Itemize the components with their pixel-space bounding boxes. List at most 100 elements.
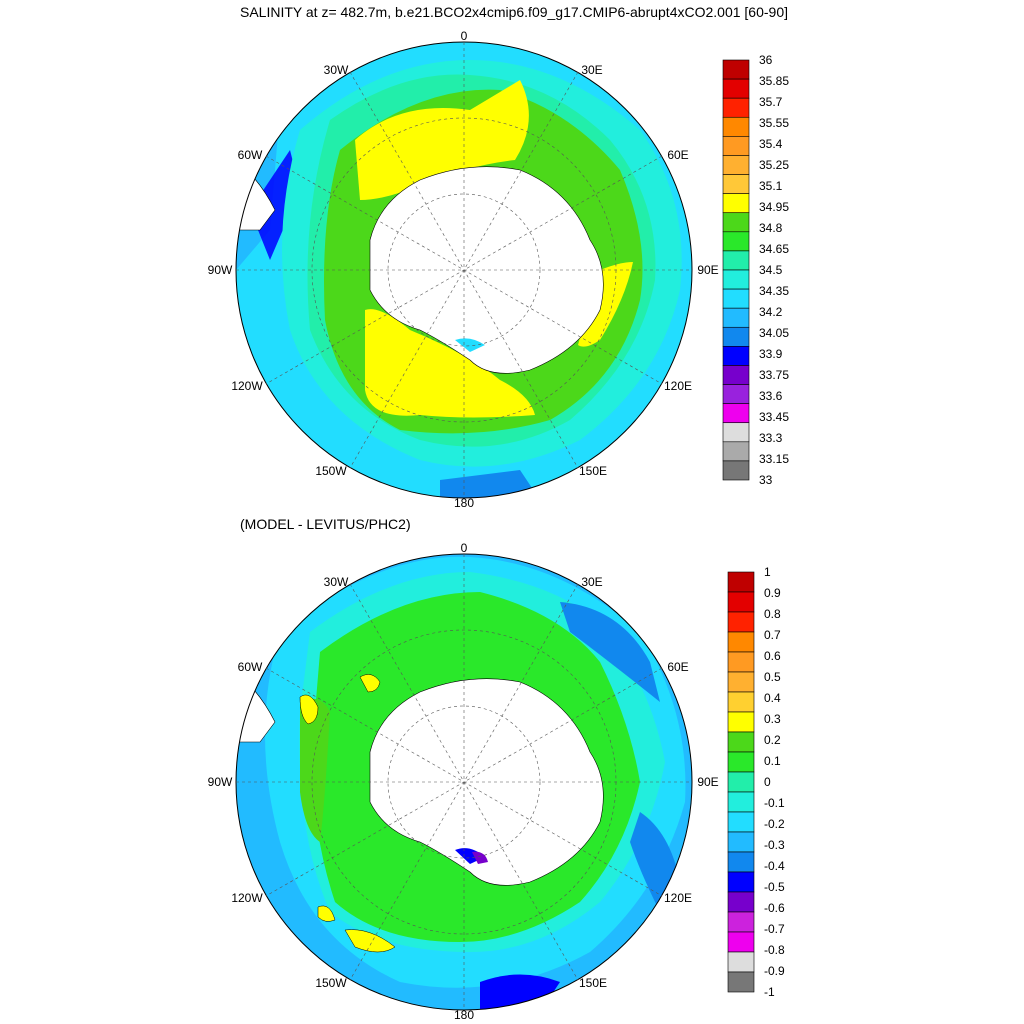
colorbar-swatch xyxy=(722,212,750,233)
lon-label: 0 xyxy=(461,541,468,555)
colorbar-label: 34.2 xyxy=(759,305,783,319)
colorbar-label: 33 xyxy=(759,473,773,487)
yellow-region-weddell xyxy=(355,80,529,200)
bottom-map-title: (MODEL - LEVITUS/PHC2) xyxy=(240,516,411,532)
colorbar-swatch xyxy=(722,193,750,214)
colorbar-label: 34.5 xyxy=(759,263,783,277)
colorbar-label: 0.3 xyxy=(764,712,781,726)
colorbar-swatch xyxy=(722,250,750,271)
colorbar-swatch xyxy=(727,851,755,873)
colorbar-swatch xyxy=(727,931,755,953)
very-low-salinity-patch xyxy=(250,150,300,260)
colorbar-swatch xyxy=(727,731,755,753)
colorbar-label: 34.95 xyxy=(759,200,789,214)
colorbar-label: 35.25 xyxy=(759,158,789,172)
colorbar-label: 35.4 xyxy=(759,137,783,151)
lon-label: 150E xyxy=(579,464,607,478)
negative-anomaly-patch-south xyxy=(480,974,560,1010)
colorbar-label: 33.75 xyxy=(759,368,789,382)
colorbar-label: 0.7 xyxy=(764,628,781,642)
colorbar-swatch xyxy=(727,831,755,853)
colorbar-swatch xyxy=(727,771,755,793)
colorbar-swatch xyxy=(722,78,750,99)
negative-anomaly-patch-east xyxy=(560,602,660,702)
lon-label: 180 xyxy=(454,496,474,510)
colorbar-swatch xyxy=(727,871,755,893)
coastal-cyan-patch xyxy=(455,338,485,352)
colorbar-label: 33.9 xyxy=(759,347,783,361)
colorbar-label: 33.6 xyxy=(759,389,783,403)
colorbar-swatch xyxy=(727,651,755,673)
colorbar-label: -0.7 xyxy=(764,922,785,936)
positive-anomaly-patch xyxy=(359,674,381,693)
lon-label: 120E xyxy=(664,891,692,905)
colorbar-swatch xyxy=(722,460,750,481)
colorbar-swatch xyxy=(727,671,755,693)
colorbar-swatch xyxy=(727,751,755,773)
colorbar-label: -0.1 xyxy=(764,796,785,810)
colorbar-label: 33.3 xyxy=(759,431,783,445)
colorbar-swatch xyxy=(727,791,755,813)
graticule xyxy=(236,554,692,1010)
colorbar-label: 34.65 xyxy=(759,242,789,256)
colorbar-label: 0.5 xyxy=(764,670,781,684)
lon-label: 120W xyxy=(231,891,263,905)
colorbar-label: 0.1 xyxy=(764,754,781,768)
colorbar-label: -0.8 xyxy=(764,943,785,957)
colorbar-label: -0.2 xyxy=(764,817,785,831)
colorbar-label: 35.55 xyxy=(759,116,789,130)
colorbar-label: 0.9 xyxy=(764,586,781,600)
colorbar-swatch xyxy=(722,326,750,347)
colorbar-label: -0.9 xyxy=(764,964,785,978)
lon-label: 90E xyxy=(697,775,718,789)
colorbar-swatch xyxy=(727,611,755,633)
colorbar-swatch xyxy=(727,631,755,653)
colorbar-swatch xyxy=(727,971,755,993)
coastal-strong-negative-patch xyxy=(472,851,488,864)
colorbar-label: 34.35 xyxy=(759,284,789,298)
colorbar-swatch xyxy=(722,231,750,252)
colorbar-label: 35.7 xyxy=(759,95,783,109)
colorbar-label: -0.3 xyxy=(764,838,785,852)
colorbar-label: 0.8 xyxy=(764,607,781,621)
colorbar-swatch xyxy=(722,403,750,424)
lon-label: 30W xyxy=(324,63,349,77)
salinity-colorbar: 36 35.85 35.7 35.55 35.4 35.25 35.1 34.95 34.8 34… xyxy=(722,53,789,487)
colorbar-swatch xyxy=(722,441,750,462)
colorbar-label: -1 xyxy=(764,985,775,999)
lon-label: 120W xyxy=(231,379,263,393)
colorbar-swatch xyxy=(727,591,755,613)
colorbar-swatch xyxy=(722,346,750,366)
difference-polar-map: 0 30E 60E 90E 120E 150E 180 150W 120W 90… xyxy=(208,541,785,1022)
colorbar-label: 34.05 xyxy=(759,326,789,340)
lon-label: 60W xyxy=(238,148,263,162)
lon-label: 180 xyxy=(454,1008,474,1022)
colorbar-swatch xyxy=(722,384,750,404)
antarctica-landmass xyxy=(369,678,604,886)
colorbar-label: 0.4 xyxy=(764,691,781,705)
longitude-labels-top: 0 30E 60E 90E 120E 150E 180 150W 120W 90… xyxy=(208,29,719,510)
lon-label: 90E xyxy=(697,263,718,277)
colorbar-label: 36 xyxy=(759,53,773,67)
lon-label: 150W xyxy=(315,464,347,478)
colorbar-swatch xyxy=(722,307,750,328)
colorbar-swatch xyxy=(727,571,755,593)
yellow-region-east xyxy=(578,262,633,347)
lon-label: 60W xyxy=(238,660,263,674)
lon-label: 30W xyxy=(324,575,349,589)
lon-label: 90W xyxy=(208,775,233,789)
colorbar-label: 35.1 xyxy=(759,179,783,193)
colorbar-swatch xyxy=(722,269,750,290)
top-map-title: SALINITY at z= 482.7m, b.e21.BCO2x4cmip6… xyxy=(240,4,788,20)
graticule xyxy=(236,42,692,498)
lon-label: 60E xyxy=(667,660,688,674)
colorbar-label: 33.15 xyxy=(759,452,789,466)
difference-colorbar: 1 0.9 0.8 0.7 0.6 0.5 0.4 0.3 0.2 0.1 0 -0.1 -0.2 -0.… xyxy=(727,565,785,999)
colorbar-swatch xyxy=(727,691,755,713)
colorbar-swatch xyxy=(722,288,750,309)
colorbar-label: 0.6 xyxy=(764,649,781,663)
colorbar-label: 0.2 xyxy=(764,733,781,747)
colorbar-label: -0.4 xyxy=(764,859,785,873)
colorbar-label: -0.6 xyxy=(764,901,785,915)
lon-label: 90W xyxy=(208,263,233,277)
